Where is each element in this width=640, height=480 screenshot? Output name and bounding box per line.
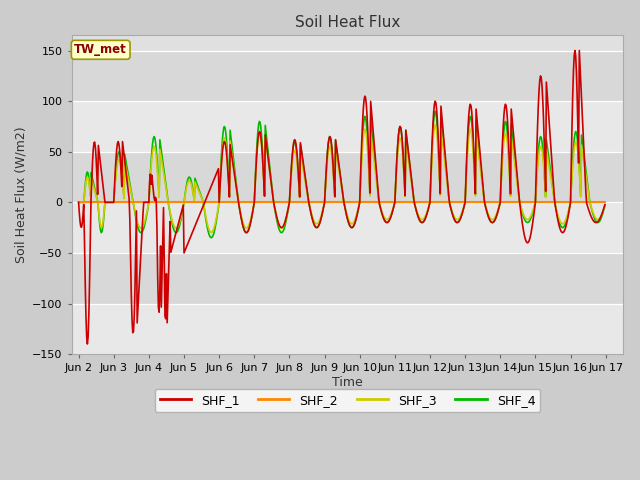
Bar	[72, 253, 623, 303]
Title: Soil Heat Flux: Soil Heat Flux	[294, 15, 400, 30]
SHF_1	[84, 341, 92, 347]
SHF_3	[220, 135, 228, 141]
SHF_3	[192, 181, 200, 187]
SHF_1	[220, 139, 228, 144]
SHF_3	[422, 213, 429, 218]
SHF_2	[421, 200, 429, 205]
SHF_4	[138, 229, 146, 235]
X-axis label: Time: Time	[332, 376, 363, 389]
SHF_1	[422, 215, 429, 221]
SHF_4	[220, 124, 228, 130]
SHF_1	[139, 210, 147, 216]
SHF_1	[406, 165, 414, 171]
Line: SHF_4: SHF_4	[79, 111, 605, 238]
Line: SHF_3: SHF_3	[79, 125, 605, 232]
SHF_3	[601, 202, 609, 208]
SHF_1	[601, 202, 609, 208]
SHF_3	[84, 176, 92, 181]
SHF_2	[406, 200, 413, 205]
SHF_4	[406, 165, 414, 171]
Bar	[72, 152, 623, 203]
SHF_4	[84, 171, 92, 177]
Bar	[72, 101, 623, 152]
SHF_4	[422, 215, 429, 221]
SHF_3	[75, 200, 83, 205]
SHF_3	[406, 170, 414, 176]
SHF_1	[193, 219, 200, 225]
Text: TW_met: TW_met	[74, 43, 127, 56]
SHF_2	[84, 200, 92, 205]
Bar	[72, 50, 623, 101]
SHF_2	[138, 200, 146, 205]
SHF_4	[431, 108, 439, 114]
SHF_4	[75, 200, 83, 205]
SHF_4	[207, 235, 215, 240]
Legend: SHF_1, SHF_2, SHF_3, SHF_4: SHF_1, SHF_2, SHF_3, SHF_4	[154, 389, 540, 412]
SHF_2	[220, 200, 227, 205]
SHF_4	[192, 178, 200, 183]
SHF_3	[138, 224, 146, 230]
SHF_2	[192, 200, 200, 205]
SHF_1	[75, 200, 83, 205]
Bar	[72, 203, 623, 253]
SHF_3	[207, 229, 215, 235]
SHF_3	[431, 122, 439, 128]
Bar	[72, 303, 623, 354]
SHF_2	[75, 200, 83, 205]
SHF_2	[601, 200, 609, 205]
Y-axis label: Soil Heat Flux (W/m2): Soil Heat Flux (W/m2)	[15, 126, 28, 263]
Line: SHF_1: SHF_1	[79, 50, 605, 344]
SHF_1	[571, 48, 579, 53]
SHF_1	[85, 312, 93, 318]
SHF_4	[601, 203, 609, 208]
